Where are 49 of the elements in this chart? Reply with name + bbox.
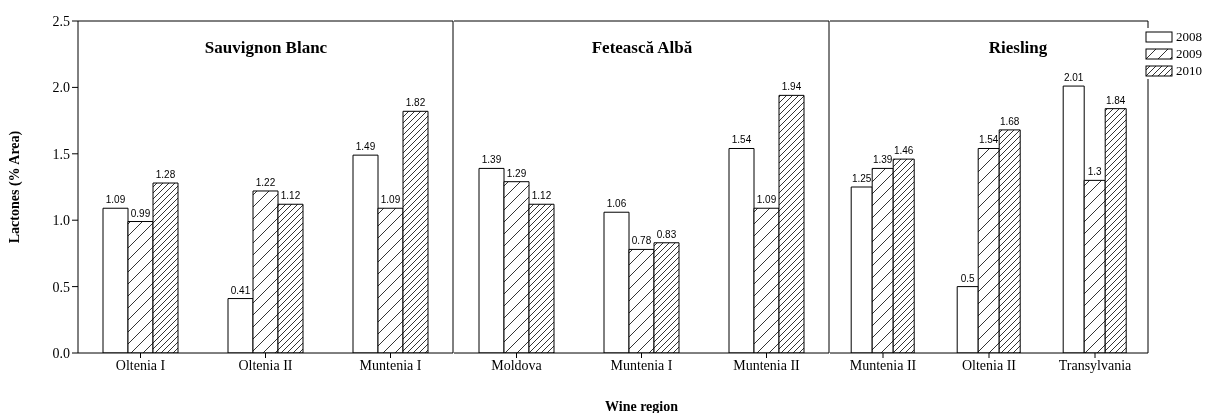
data-label: 1.29 bbox=[506, 167, 527, 179]
text: 0.5 bbox=[52, 279, 70, 295]
text: 2.0 bbox=[52, 80, 70, 96]
legend-label: 2008 bbox=[1176, 28, 1202, 45]
data-label: 2.01 bbox=[1063, 72, 1084, 84]
x-tick-label: Moldova bbox=[491, 357, 543, 373]
data-label: 0.5 bbox=[960, 272, 976, 284]
text: Riesling bbox=[988, 38, 1048, 57]
text: Sauvignon Blanc bbox=[203, 38, 329, 58]
data-label: 0.41 bbox=[230, 284, 251, 296]
x-tick-label: Muntenia I bbox=[610, 357, 673, 373]
data-label: 1.28 bbox=[155, 169, 176, 181]
y-axis-title: Lactones (% Area) bbox=[6, 130, 23, 244]
text: 2.5 bbox=[52, 13, 70, 29]
x-tick-label: Oltenia I bbox=[115, 357, 166, 373]
x-tick-label: Muntenia I bbox=[359, 357, 422, 373]
text: 0.0 bbox=[52, 345, 70, 361]
data-label: 1.12 bbox=[280, 190, 301, 202]
data-label: 1.54 bbox=[978, 134, 999, 146]
x-tick-label: Oltenia II bbox=[961, 357, 1017, 373]
data-label: 0.78 bbox=[631, 235, 652, 247]
data-label: 1.39 bbox=[872, 154, 893, 166]
data-label: 1.09 bbox=[380, 194, 401, 206]
text: Fetească Albă bbox=[590, 38, 694, 58]
data-label: 1.09 bbox=[105, 194, 126, 206]
data-label: 1.39 bbox=[481, 154, 502, 166]
x-tick-label: Muntenia II bbox=[733, 357, 801, 373]
data-label: 1.06 bbox=[606, 198, 627, 210]
data-label: 1.54 bbox=[731, 134, 752, 146]
text: 1.5 bbox=[52, 146, 70, 162]
legend-label: 2009 bbox=[1176, 45, 1202, 62]
data-label: 1.68 bbox=[999, 115, 1020, 127]
x-tick-label: Oltenia II bbox=[238, 357, 293, 373]
data-label: 1.49 bbox=[355, 141, 376, 153]
data-label: 0.83 bbox=[656, 228, 677, 240]
data-label: 1.3 bbox=[1087, 166, 1103, 178]
x-tick-label: Transylvania bbox=[1058, 357, 1133, 373]
data-label: 1.09 bbox=[756, 194, 777, 206]
data-label: 1.25 bbox=[851, 173, 872, 184]
data-label: 1.22 bbox=[255, 176, 276, 188]
text: 1.0 bbox=[52, 213, 70, 229]
legend-label: 2010 bbox=[1176, 62, 1202, 79]
data-label: 1.82 bbox=[405, 97, 426, 109]
data-label: 1.46 bbox=[893, 145, 914, 157]
x-tick-label: Muntenia II bbox=[849, 357, 917, 373]
data-label: 1.12 bbox=[531, 190, 552, 202]
data-label: 0.99 bbox=[130, 207, 151, 219]
data-label: 1.94 bbox=[781, 81, 802, 93]
data-label: 1.84 bbox=[1105, 94, 1126, 106]
